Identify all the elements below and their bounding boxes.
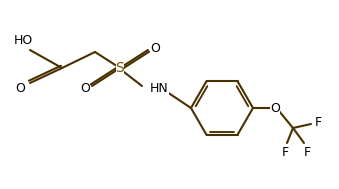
Text: F: F (303, 146, 311, 159)
Text: F: F (315, 116, 322, 129)
Text: O: O (270, 101, 280, 115)
Text: O: O (15, 81, 25, 94)
Text: HO: HO (13, 33, 33, 46)
Text: HN: HN (150, 83, 169, 95)
Text: O: O (150, 42, 160, 54)
Text: O: O (80, 81, 90, 94)
Text: S: S (116, 61, 124, 75)
Text: F: F (281, 146, 288, 159)
